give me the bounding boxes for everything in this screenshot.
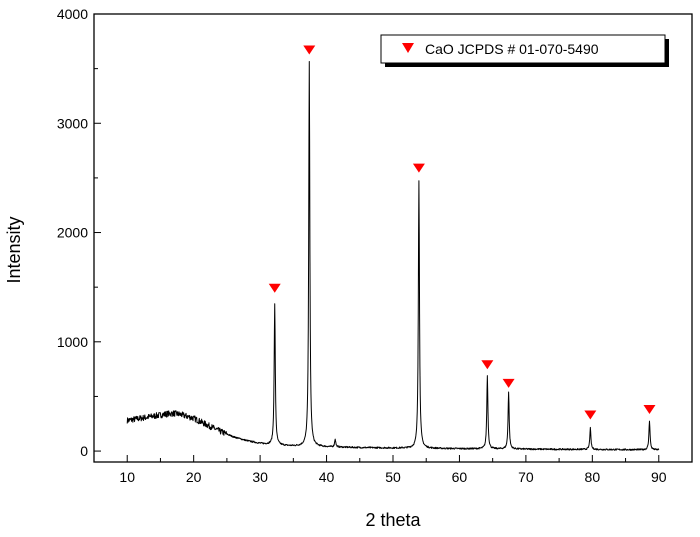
plot-frame — [93, 13, 693, 463]
y-axis: 0 1000 2000 3000 4000 — [57, 6, 101, 459]
y-tick-label-1000: 1000 — [57, 334, 88, 350]
y-tick-label-2000: 2000 — [57, 225, 88, 241]
x-tick-label-90: 90 — [651, 469, 667, 485]
y-tick-label-3000: 3000 — [57, 115, 88, 131]
x-tick-label-60: 60 — [452, 469, 468, 485]
legend-marker-triangle — [402, 43, 414, 53]
plot-border — [93, 13, 693, 463]
y-tick-label-0: 0 — [80, 443, 88, 459]
x-axis: 10 20 30 40 50 60 70 80 90 — [93, 455, 693, 485]
peak-marker-2 — [303, 45, 316, 55]
xrd-trace — [126, 61, 660, 451]
y-axis-label: Intensity — [4, 216, 24, 283]
peak-marker-1 — [268, 283, 281, 293]
legend-box — [380, 34, 666, 64]
peak-marker-6 — [584, 410, 597, 420]
legend: CaO JCPDS # 01-070-5490 — [380, 34, 669, 67]
x-axis-label: 2 theta — [365, 510, 421, 530]
peak-marker-4 — [481, 360, 494, 370]
x-tick-label-30: 30 — [252, 469, 268, 485]
data-layer — [126, 45, 660, 451]
x-tick-label-40: 40 — [319, 469, 335, 485]
x-tick-label-70: 70 — [518, 469, 534, 485]
x-tick-label-10: 10 — [119, 469, 135, 485]
peak-marker-5 — [502, 378, 515, 388]
x-tick-label-20: 20 — [186, 469, 202, 485]
peak-marker-7 — [643, 405, 656, 415]
x-tick-label-80: 80 — [585, 469, 601, 485]
x-tick-label-50: 50 — [385, 469, 401, 485]
legend-label: CaO JCPDS # 01-070-5490 — [425, 41, 599, 57]
peak-marker-3 — [412, 163, 425, 173]
y-tick-label-4000: 4000 — [57, 6, 88, 22]
